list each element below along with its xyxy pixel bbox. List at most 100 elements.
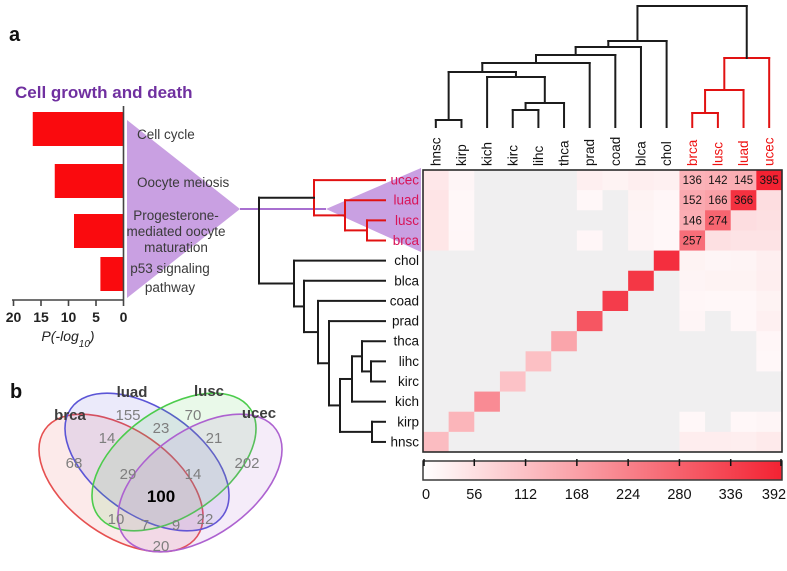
heatmap-row-label: blca: [394, 273, 419, 288]
heatmap-cell: [705, 210, 732, 231]
heatmap-cell: [756, 290, 783, 312]
heatmap-cell: [756, 411, 783, 433]
heatmap-cell: [730, 210, 757, 231]
heatmap-cell: [423, 250, 450, 272]
heatmap-column-label: chol: [659, 141, 674, 166]
heatmap-cell: [525, 391, 552, 413]
heatmap-cell: [474, 411, 501, 433]
venn-region-count: 21: [206, 430, 223, 447]
heatmap-cell: [602, 270, 629, 292]
colorbar-tick-label: 224: [616, 487, 640, 503]
heatmap-cell: [730, 351, 757, 372]
venn-region-count: 68: [66, 455, 83, 472]
heatmap-cell: [499, 371, 527, 393]
heatmap-cell: [576, 411, 603, 433]
heatmap-cell: [576, 170, 603, 191]
heatmap-cell: [628, 230, 655, 252]
heatmap-cell: [628, 371, 655, 393]
venn-set-label: brca: [54, 407, 86, 424]
heatmap-cell: [602, 431, 629, 453]
heatmap-cell: [525, 270, 552, 292]
heatmap-cell: [551, 391, 578, 413]
venn-region-count: 14: [99, 430, 116, 447]
venn-region-count: 155: [115, 407, 140, 424]
heatmap-cell: [653, 331, 680, 352]
heatmap-cell: [653, 210, 680, 231]
heatmap-cell: [499, 391, 527, 413]
bar-axis-tick-label: 5: [92, 309, 100, 325]
heatmap-cell: [423, 431, 450, 453]
heatmap-cell: [551, 371, 578, 393]
heatmap-cell: [499, 270, 527, 292]
venn-region-count: 10: [108, 511, 125, 528]
heatmap-cell: [499, 311, 527, 332]
heatmap-cell: [576, 311, 603, 332]
heatmap-cell: [628, 270, 655, 292]
heatmap-cell: [653, 250, 680, 272]
heatmap-cell: [602, 250, 629, 272]
heatmap-cell: [730, 311, 757, 332]
heatmap-cell: [525, 411, 552, 433]
heatmap-cell: [499, 190, 527, 211]
heatmap-cell: [448, 311, 475, 332]
pathway-label: p53 signaling: [130, 261, 210, 276]
heatmap-cell-value: 142: [708, 175, 727, 187]
heatmap-cell: [705, 351, 732, 372]
pathway-bar: [100, 257, 124, 291]
pathway-label: Cell cycle: [137, 127, 195, 142]
heatmap-cell-value: 395: [760, 175, 779, 187]
heatmap-cell: [423, 311, 450, 332]
bar-axis-tick-label: 10: [61, 309, 77, 325]
heatmap-cell: [705, 431, 732, 453]
heatmap-cell: [679, 351, 706, 372]
heatmap-column-label: kich: [480, 142, 495, 166]
heatmap-cell: [423, 371, 450, 393]
heatmap-cell: [756, 351, 783, 372]
heatmap-grid: 136 142 145 395 152 166 366 146 274 257: [422, 169, 783, 453]
heatmap-cell: [756, 210, 783, 231]
venn-region-count: 14: [185, 466, 202, 483]
heatmap-cell: [448, 431, 475, 453]
panel-a-label: a: [9, 24, 21, 46]
heatmap-cell: [525, 371, 552, 393]
heatmap-column-label: thca: [557, 140, 572, 166]
colorbar-tick-label: 112: [514, 487, 537, 503]
heatmap-cell: [730, 270, 757, 292]
venn-diagram: brca luad lusc ucec 68 155 70 202 14 23 21 10 22 20 29…: [38, 383, 283, 555]
heatmap-cell: [551, 431, 578, 453]
heatmap-cell: [602, 230, 629, 252]
heatmap-cell: [474, 431, 501, 453]
heatmap-column-label: lihc: [531, 145, 546, 166]
heatmap-cell: [474, 311, 501, 332]
heatmap-cell: [423, 290, 450, 312]
heatmap-cell: [705, 311, 732, 332]
colorbar-tick-label: 168: [565, 487, 589, 503]
heatmap-cell: [448, 351, 475, 372]
heatmap-cell: [756, 250, 783, 272]
heatmap-cell: [628, 190, 655, 211]
heatmap-cell: [474, 230, 501, 252]
heatmap-cell: [705, 411, 732, 433]
heatmap-cell: [551, 190, 578, 211]
heatmap-cell: [756, 431, 783, 453]
heatmap-cell: [730, 431, 757, 453]
heatmap-cell: [576, 431, 603, 453]
heatmap-row-label: luad: [393, 193, 419, 208]
heatmap-row-label: chol: [394, 253, 419, 268]
heatmap-cell: [551, 331, 578, 352]
heatmap-column-label: prad: [582, 139, 597, 166]
colorbar-gradient: [422, 460, 783, 481]
heatmap-cell: [499, 351, 527, 372]
heatmap-column-label: lusc: [710, 142, 725, 166]
heatmap-cell: [756, 331, 783, 352]
heatmap-cell: [705, 290, 732, 312]
heatmap-row-label: kirp: [397, 414, 419, 429]
heatmap-cell: [448, 411, 475, 433]
colorbar-tick-label: 0: [422, 487, 430, 503]
heatmap-cell: [653, 170, 680, 191]
heatmap-cell-value: 136: [683, 175, 702, 187]
heatmap-column-label: luad: [736, 140, 751, 166]
heatmap-cell: [653, 351, 680, 372]
heatmap-cell: [653, 190, 680, 211]
